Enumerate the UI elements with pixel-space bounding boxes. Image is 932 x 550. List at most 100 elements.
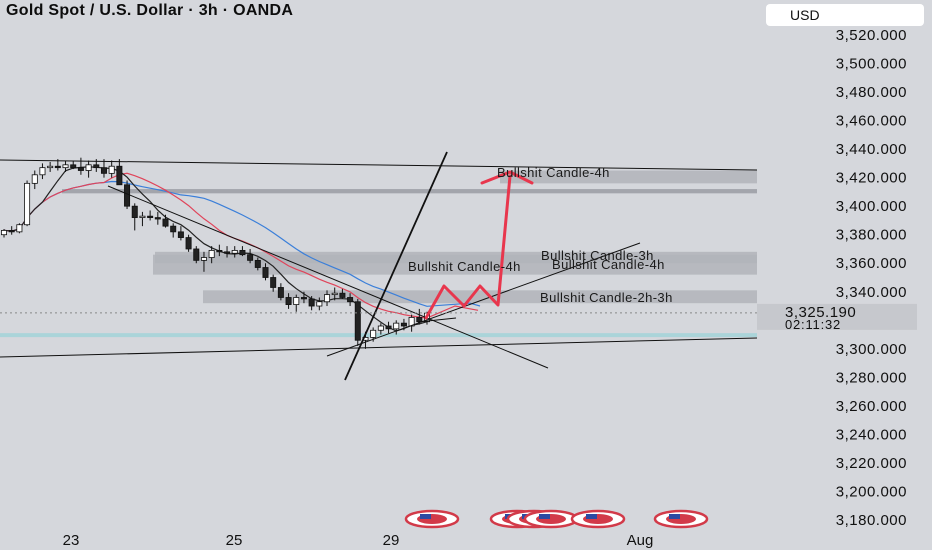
candle-body-45 [347, 297, 354, 303]
candle-body-8 [62, 164, 69, 169]
y-tick-label: 3,300.000 [836, 341, 907, 358]
candle-body-3 [24, 182, 31, 226]
candle-body-24 [185, 237, 192, 250]
zone-label-4: Bullshit Candle-2h-3h [540, 290, 673, 305]
candle-body-7 [54, 165, 61, 169]
flag-canton [420, 514, 431, 519]
candle-body-30 [231, 249, 238, 254]
x-tick-label: 25 [226, 532, 243, 549]
y-tick-label: 3,220.000 [836, 455, 907, 472]
candle-body-23 [177, 231, 184, 238]
candle-body-36 [277, 287, 284, 298]
zone-label-3: Bullshit Candle-4h [552, 257, 665, 272]
us-flag-event-icon[interactable] [570, 509, 626, 529]
short-trendline [417, 317, 457, 323]
support-band [0, 333, 757, 338]
candle-body-9 [70, 164, 77, 169]
candle-body-32 [247, 254, 254, 261]
candle-body-43 [331, 292, 338, 296]
us-flag-event-icon[interactable] [653, 509, 709, 529]
y-tick-label: 3,440.000 [836, 141, 907, 158]
candle-body-0 [0, 230, 7, 236]
candle-body-50 [385, 325, 392, 330]
candle-body-13 [100, 167, 107, 174]
candle-body-17 [131, 205, 138, 218]
y-tick-label: 3,520.000 [836, 27, 907, 44]
zone-label-1: Bullshit Candle-3h [541, 248, 654, 263]
candle-body-38 [293, 297, 300, 306]
y-tick-label: 3,260.000 [836, 398, 907, 415]
candle-body-4 [31, 174, 38, 184]
zone-1 [62, 189, 757, 194]
candle-body-39 [300, 297, 307, 300]
ma-red-line [3, 172, 479, 319]
resistance-line [0, 159, 758, 171]
us-flag-event-icon[interactable] [404, 509, 460, 529]
support-line [0, 337, 758, 358]
candle-body-37 [285, 297, 292, 306]
candle-body-54 [416, 317, 423, 323]
candle-body-5 [39, 167, 46, 176]
x-tick-label: 23 [63, 532, 80, 549]
projection-arrowhead [480, 170, 534, 185]
x-tick-label: 29 [383, 532, 400, 549]
candle-body-33 [254, 259, 261, 268]
candle-body-49 [377, 325, 384, 331]
y-tick-label: 3,420.000 [836, 170, 907, 187]
price-badge-countdown: 02:11:32 [785, 317, 841, 332]
candle-body-2 [16, 224, 23, 233]
flag-canton [669, 514, 680, 519]
candle-body-10 [77, 167, 84, 171]
candle-body-18 [139, 215, 146, 218]
ma-blue-line [3, 180, 481, 307]
price-badge [757, 303, 917, 330]
y-tick-label: 3,400.000 [836, 198, 907, 215]
candle-body-15 [116, 165, 123, 186]
chart-title: Gold Spot / U.S. Dollar · 3h · OANDA [6, 2, 294, 19]
candle-body-42 [324, 294, 331, 303]
candle-body-34 [262, 267, 269, 278]
candle-body-51 [393, 322, 400, 330]
candle-body-48 [370, 329, 377, 338]
projection-path [424, 174, 512, 320]
y-tick-label: 3,280.000 [836, 369, 907, 386]
y-tick-label: 3,200.000 [836, 483, 907, 500]
candle-body-31 [239, 249, 246, 256]
candle-body-53 [408, 317, 415, 327]
zone-0 [500, 170, 757, 184]
candle-body-52 [400, 322, 407, 327]
y-tick-label: 3,240.000 [836, 426, 907, 443]
y-tick-label: 3,500.000 [836, 56, 907, 73]
zone-label-0: Bullshit Candle-4h [497, 165, 610, 180]
candle-body-19 [147, 215, 154, 218]
y-tick-label: 3,340.000 [836, 284, 907, 301]
candle-body-44 [339, 292, 346, 298]
y-tick-label: 3,360.000 [836, 255, 907, 272]
flag-canton [586, 514, 597, 519]
candle-body-27 [208, 249, 215, 258]
candle-body-25 [193, 248, 200, 261]
descending-trendline [107, 185, 549, 369]
candle-body-21 [162, 218, 169, 227]
currency-selector[interactable]: USD [766, 4, 924, 26]
flag-canton [539, 514, 550, 519]
candle-body-26 [200, 257, 207, 261]
us-flag-event-icon[interactable] [523, 509, 579, 529]
candle-body-6 [47, 165, 54, 169]
candle-body-16 [124, 184, 131, 207]
candle-body-29 [224, 251, 231, 254]
candle-body-41 [316, 301, 323, 307]
zone-3 [153, 254, 757, 275]
candle-body-35 [270, 277, 277, 288]
x-tick-label: Aug [627, 532, 654, 549]
candle-body-11 [85, 164, 92, 171]
y-tick-label: 3,180.000 [836, 512, 907, 529]
y-tick-label: 3,480.000 [836, 84, 907, 101]
steep-trendline [344, 151, 448, 381]
candle-body-12 [93, 164, 100, 169]
y-tick-label: 3,460.000 [836, 113, 907, 130]
zone-label-2: Bullshit Candle-4h [408, 259, 521, 274]
candle-body-40 [308, 298, 315, 307]
